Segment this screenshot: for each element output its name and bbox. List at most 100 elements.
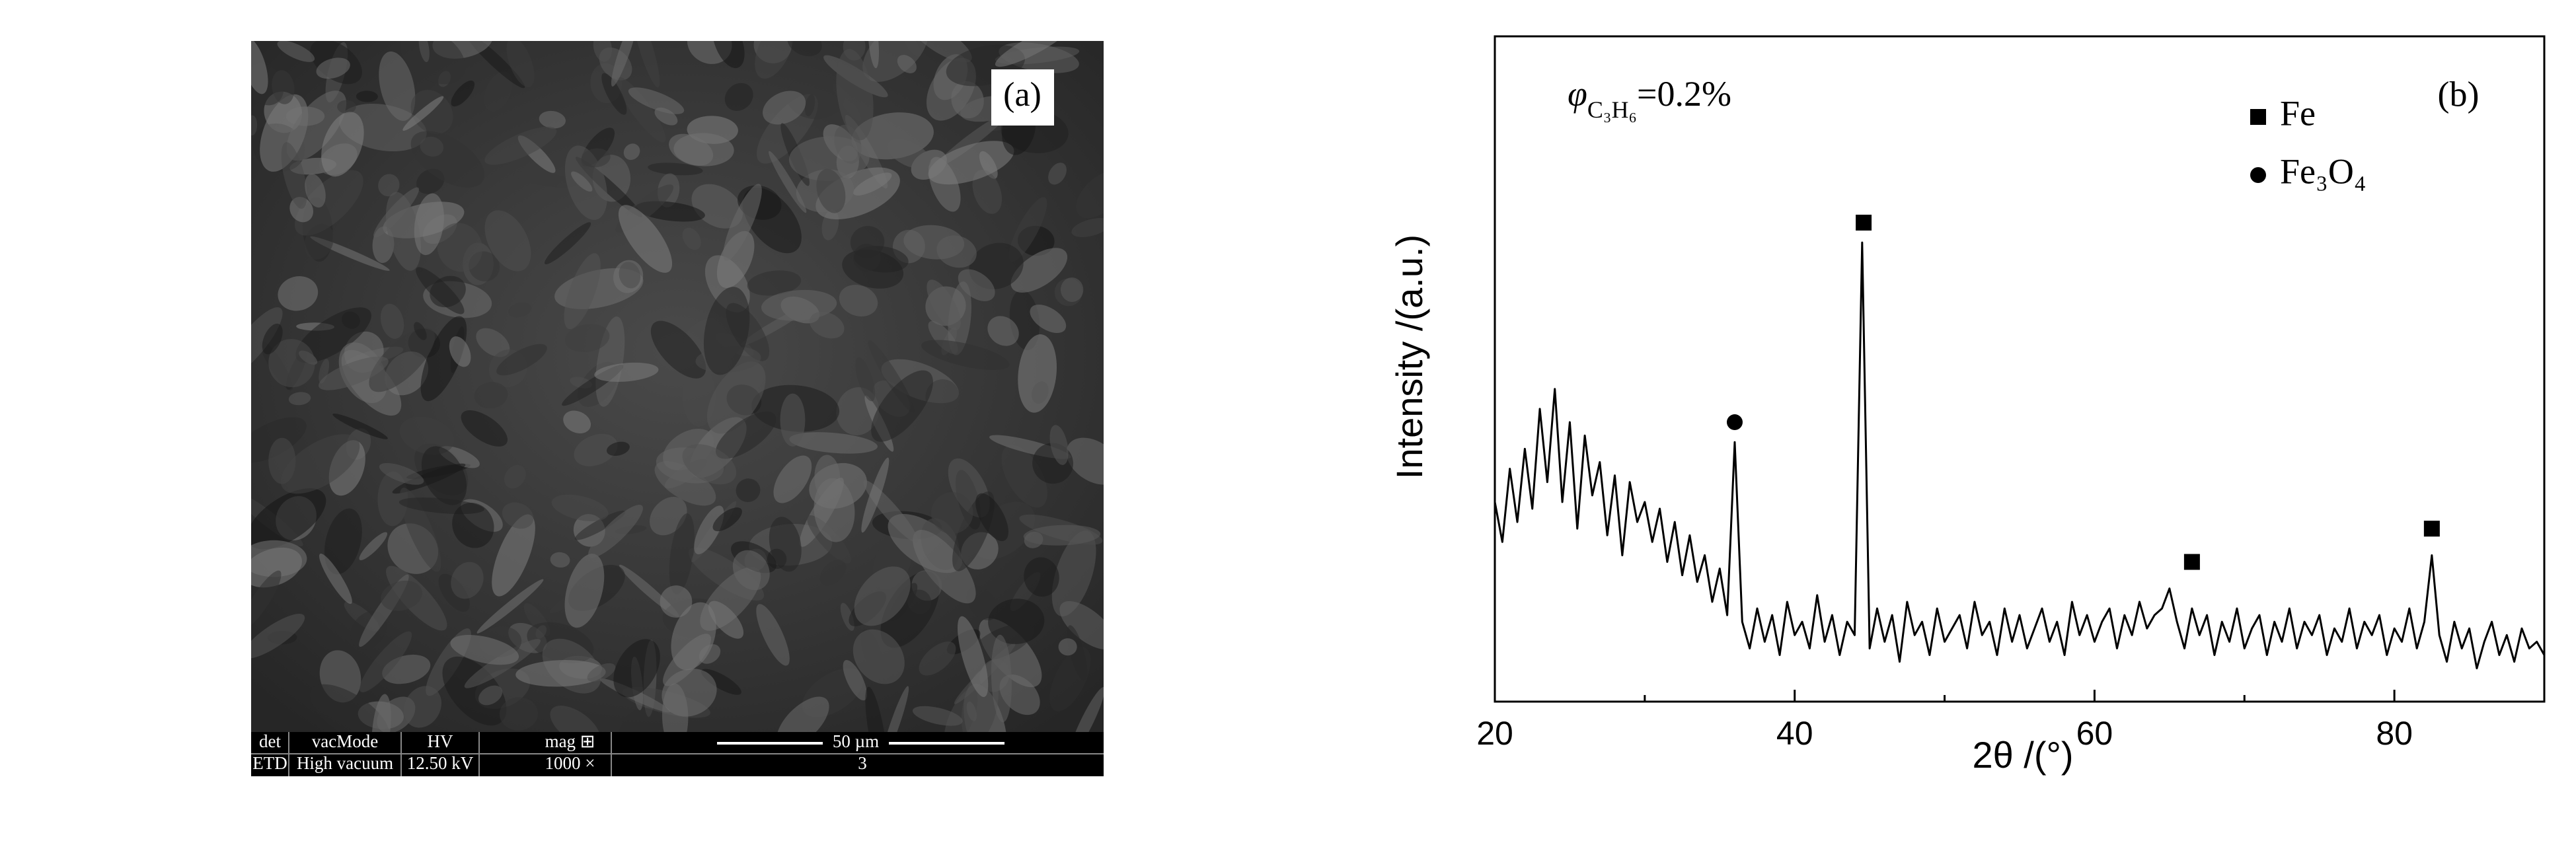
- sem-grain: [669, 133, 714, 166]
- sem-grain: [732, 550, 770, 591]
- sem-grain: [694, 505, 724, 554]
- sem-grain: [913, 530, 976, 604]
- sem-grain: [321, 112, 364, 177]
- sem-grain: [474, 382, 508, 409]
- sem-grain: [581, 148, 611, 168]
- sem-grain: [513, 171, 577, 188]
- sem-grain: [551, 494, 609, 521]
- sem-grain: [332, 413, 388, 439]
- sem-grain: [251, 614, 305, 659]
- sem-grain: [618, 205, 673, 273]
- sem-grain: [1058, 638, 1077, 656]
- sem-grain: [1024, 557, 1059, 597]
- info-header: HV: [428, 731, 453, 751]
- sem-grain: [931, 492, 973, 534]
- x-tick-label: 20: [1476, 715, 1513, 752]
- sem-grain: [852, 629, 905, 684]
- sem-grain: [682, 444, 737, 485]
- sem-grain: [925, 379, 960, 414]
- sem-grain: [1066, 437, 1104, 485]
- sem-grain: [852, 244, 881, 272]
- x-tick-label: 60: [2076, 715, 2113, 752]
- sem-grain: [907, 589, 932, 614]
- sem-grain: [574, 510, 626, 540]
- panel-label-box: [991, 69, 1054, 126]
- legend-marker: [2250, 167, 2266, 183]
- sem-grain: [712, 507, 742, 532]
- sem-grain: [281, 142, 307, 209]
- image-number: 3: [858, 753, 867, 773]
- sem-grain: [587, 505, 643, 558]
- sem-grain: [789, 432, 878, 454]
- sem-grain: [272, 70, 295, 104]
- sem-grain: [1060, 277, 1084, 303]
- sem-grain: [359, 532, 388, 560]
- sem-grain: [854, 566, 911, 626]
- sem-grain: [623, 143, 640, 161]
- sem-grain: [410, 131, 485, 188]
- x-axis-label: 2θ /(°): [1972, 734, 2073, 776]
- plot-frame: [1494, 35, 2546, 703]
- sem-grain: [862, 41, 928, 82]
- sem-grain: [691, 184, 743, 229]
- sem-grain: [251, 540, 307, 577]
- annotation-subscript: C₃H₆: [1587, 96, 1637, 123]
- sem-grain: [788, 136, 870, 182]
- info-value: High vacuum: [297, 753, 393, 773]
- sem-grain: [280, 434, 360, 494]
- sem-grain: [451, 562, 484, 599]
- sem-grain: [957, 616, 989, 698]
- sem-grain: [251, 115, 258, 136]
- sem-grain: [928, 141, 1014, 185]
- sem-grain: [921, 340, 1010, 371]
- sem-grain: [716, 412, 777, 459]
- sem-grain: [360, 631, 412, 692]
- sem-grain: [251, 488, 326, 550]
- sem-grain: [502, 502, 534, 529]
- peak-marker: [1856, 214, 1872, 231]
- peak-marker: [2183, 554, 2200, 570]
- sem-grain: [912, 706, 963, 726]
- sem-grain: [804, 94, 815, 117]
- xrd-line: [1494, 241, 2546, 670]
- sem-grain: [1071, 218, 1104, 237]
- sem-grain: [437, 223, 483, 272]
- annotation: φC₃H₆=0.2%: [1568, 74, 1731, 123]
- sem-grain: [632, 41, 660, 88]
- info-header: det: [259, 731, 281, 751]
- legend-marker: [2250, 109, 2266, 125]
- sem-grain: [671, 602, 716, 671]
- sem-grain: [648, 163, 703, 176]
- sem-grain: [787, 41, 822, 57]
- sem-grain: [399, 488, 441, 572]
- legend-label: Fe: [2280, 93, 2316, 133]
- sem-grain: [251, 570, 282, 630]
- sem-grain: [1049, 425, 1069, 465]
- annotation-symbol: φ: [1568, 74, 1587, 114]
- sem-grain: [871, 370, 933, 442]
- sem-grain: [414, 193, 444, 256]
- sem-grain: [855, 357, 876, 402]
- sem-grain: [369, 328, 436, 392]
- sem-grain: [478, 685, 503, 706]
- sem-grain: [755, 41, 794, 79]
- sem-grain: [400, 41, 466, 85]
- sem-grain: [286, 91, 347, 161]
- sem-grain: [769, 517, 802, 572]
- info-value: 1000 ×: [545, 753, 595, 773]
- sem-grain: [461, 410, 508, 447]
- sem-grain: [381, 580, 422, 611]
- sem-grain: [414, 322, 427, 340]
- sem-grain: [958, 269, 995, 301]
- sem-grain: [565, 324, 610, 353]
- sem-grain: [496, 344, 547, 376]
- sem-grain: [995, 41, 1071, 67]
- sem-grain: [504, 464, 526, 489]
- sem-grain: [669, 513, 695, 595]
- sem-grain: [606, 441, 630, 457]
- sem-grain: [966, 701, 977, 721]
- sem-grain: [319, 359, 330, 384]
- sem-grain: [251, 41, 268, 94]
- sem-grain: [1008, 197, 1047, 262]
